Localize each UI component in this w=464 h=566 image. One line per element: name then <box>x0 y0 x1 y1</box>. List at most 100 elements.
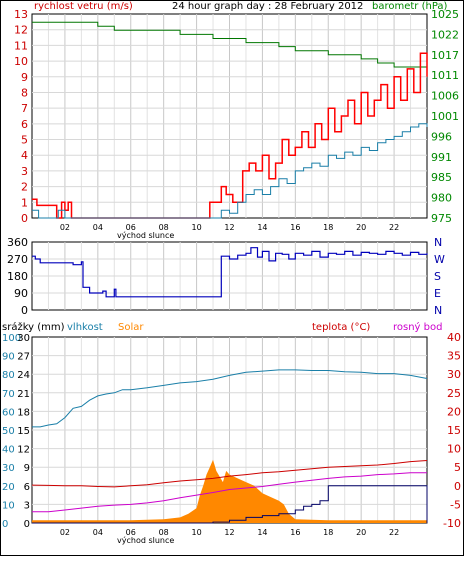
dew-point-axis-label: rosný bod <box>393 321 442 333</box>
tick-label: 30 <box>2 463 15 474</box>
tick-label: 1025 <box>431 8 459 21</box>
tick-label: 985 <box>431 171 452 184</box>
tick-label: 996 <box>431 130 452 143</box>
tick-label: 70 <box>2 389 15 400</box>
tick-label: 1006 <box>431 90 459 103</box>
rain-line <box>32 485 428 524</box>
tick-label: 11 <box>14 39 28 52</box>
tick-label: 30 <box>17 333 30 344</box>
tick-label: 21 <box>17 389 30 400</box>
x-tick-label: 08 <box>159 528 169 537</box>
tick-label: 6 <box>21 118 28 131</box>
wind-direction-series <box>32 247 428 298</box>
x-tick-label: 10 <box>191 223 201 232</box>
tick-label: 24 <box>17 370 30 381</box>
tick-label: 0 <box>454 480 461 493</box>
x-tick-label: 02 <box>60 223 70 232</box>
tick-label: 1017 <box>431 49 459 62</box>
tick-label: 975 <box>431 212 452 225</box>
wind-speed-line <box>32 123 428 219</box>
x-tick-label: 12 <box>224 223 234 232</box>
tick-label: 15 <box>17 426 30 437</box>
x-tick-label: 06 <box>126 528 136 537</box>
tick-label: 100 <box>2 333 21 344</box>
wind-pressure-series <box>32 21 428 219</box>
tick-label: 8 <box>21 86 28 99</box>
x-tick-label: 08 <box>159 223 169 232</box>
humidity-temperature-x-ticks: 02 04 06 08 10 12 14 16 18 20 22 <box>60 528 399 537</box>
tick-label: 40 <box>2 445 15 456</box>
dew-point-line <box>32 472 427 513</box>
tick-label: 2 <box>21 181 28 194</box>
x-tick-label: 02 <box>60 528 70 537</box>
tick-label: S <box>434 270 441 283</box>
tick-label: 180 <box>7 270 28 283</box>
tick-label: 0 <box>21 304 28 317</box>
tick-label: 360 <box>7 236 28 249</box>
tick-label: 0 <box>21 212 28 225</box>
x-tick-label: 12 <box>224 528 234 537</box>
x-tick-label: 14 <box>257 528 267 537</box>
wind-pressure-x-ticks: 02 04 06 08 10 12 14 16 18 20 22 <box>60 223 399 232</box>
x-tick-label: 22 <box>389 223 399 232</box>
x-tick-label: 06 <box>126 223 136 232</box>
chart-title: 24 hour graph day : 28 February 2012 <box>172 1 363 12</box>
sunrise-label: východ slunce <box>117 231 174 240</box>
temperature-axis-ticks: -10 -5 0 5 10 15 20 25 30 35 40 <box>443 331 461 530</box>
tick-label: 80 <box>2 370 15 381</box>
tick-label: 50 <box>2 426 15 437</box>
tick-label: 10 <box>14 55 28 68</box>
tick-label: 10 <box>2 500 15 511</box>
x-tick-label: 18 <box>323 223 333 232</box>
tick-label: 90 <box>14 287 28 300</box>
x-tick-label: 10 <box>191 528 201 537</box>
tick-label: 20 <box>2 482 15 493</box>
tick-label: 6 <box>24 482 30 493</box>
x-tick-label: 16 <box>290 223 300 232</box>
solar-axis-label: Solar <box>118 322 144 333</box>
tick-label: 1022 <box>431 28 459 41</box>
tick-label: 40 <box>447 331 461 344</box>
tick-label: 4 <box>21 149 28 162</box>
pressure-line <box>32 21 427 68</box>
tick-label: 7 <box>21 102 28 115</box>
pressure-axis-ticks: 975 980 985 991 996 1001 1006 1011 1017 1022 1025 <box>431 8 459 225</box>
wind-direction-line <box>32 247 428 298</box>
tick-label: N <box>434 304 442 317</box>
tick-label: 0 <box>24 519 30 530</box>
tick-label: N <box>434 236 442 249</box>
tick-label: 90 <box>2 352 15 363</box>
tick-label: 1011 <box>431 69 459 82</box>
tick-label: 18 <box>17 407 30 418</box>
x-tick-label: 16 <box>290 528 300 537</box>
tick-label: 13 <box>14 8 28 21</box>
tick-label: 25 <box>447 387 461 400</box>
tick-label: 0 <box>2 519 8 530</box>
tick-label: 60 <box>2 407 15 418</box>
tick-label: E <box>434 287 441 300</box>
rain-axis-ticks: 0 10 20 30 40 50 60 70 80 90 100 <box>2 333 21 530</box>
tick-label: W <box>434 253 445 266</box>
tick-label: 10 <box>447 443 461 456</box>
wind-speed-axis-label: rychlost vetru (m/s) <box>34 1 133 12</box>
temperature-axis-label: teplota (°C) <box>312 322 370 333</box>
x-tick-label: 04 <box>93 223 103 232</box>
rain-axis-label: srážky (mm) <box>2 321 65 333</box>
tick-label: 12 <box>17 445 30 456</box>
tick-label: 35 <box>447 350 461 363</box>
x-tick-label: 22 <box>389 528 399 537</box>
humidity-axis-ticks: 0 3 6 9 12 15 18 21 24 27 30 <box>17 333 30 530</box>
tick-label: 980 <box>431 192 452 205</box>
tick-label: 270 <box>7 253 28 266</box>
tick-label: -5 <box>450 498 461 511</box>
tick-label: 9 <box>21 71 28 84</box>
tick-label: -10 <box>443 517 461 530</box>
pressure-axis-label: barometr (hPa) <box>372 1 448 12</box>
direction-degree-ticks: 0 90 180 270 360 <box>7 236 28 317</box>
tick-label: 3 <box>21 165 28 178</box>
tick-label: 1001 <box>431 110 459 123</box>
x-tick-label: 14 <box>257 223 267 232</box>
